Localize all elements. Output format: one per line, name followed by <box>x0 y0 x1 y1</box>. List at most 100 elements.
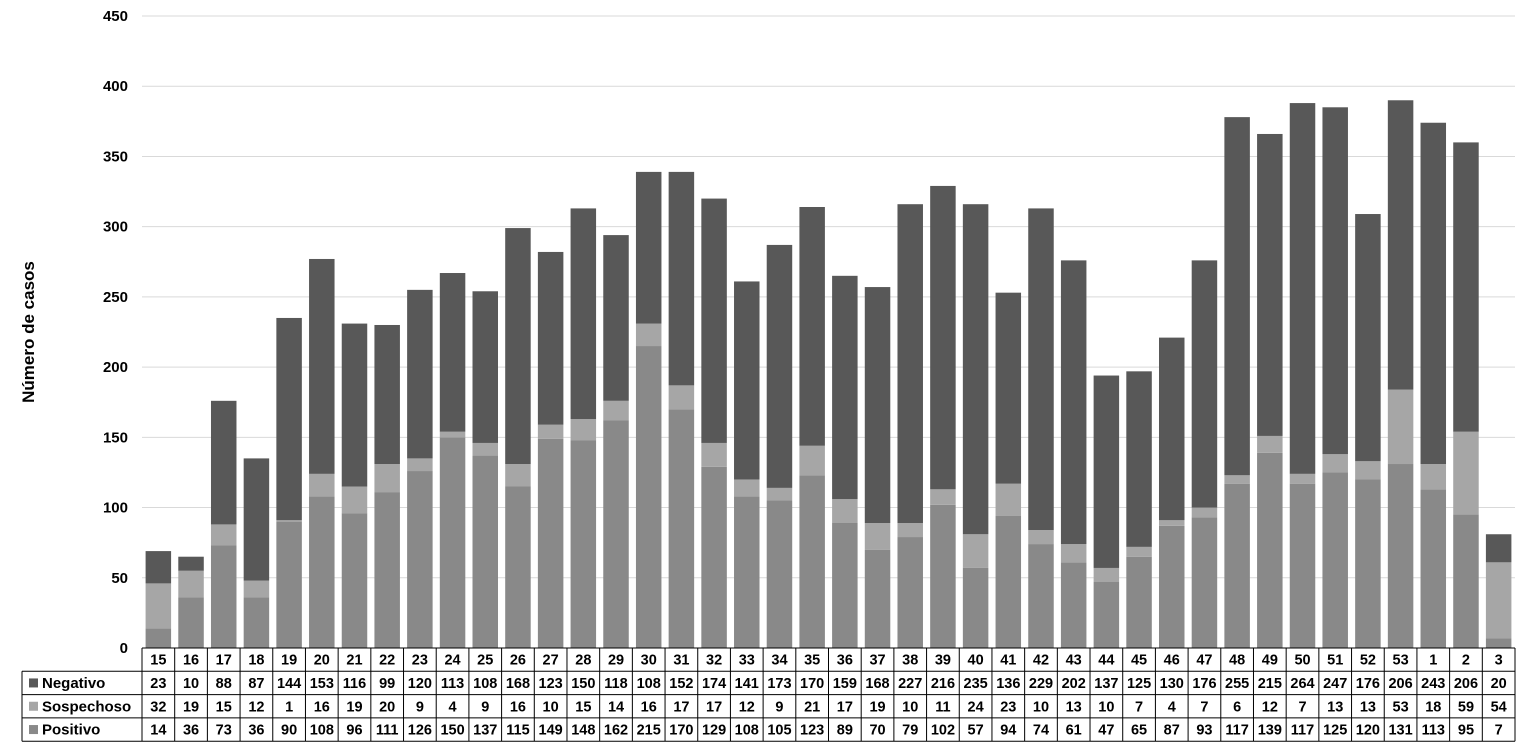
category-label: 38 <box>902 653 918 669</box>
data-cell-sospechoso: 15 <box>216 699 232 715</box>
data-cell-negativo: 176 <box>1356 676 1380 692</box>
bar-segment-positivo <box>701 466 727 648</box>
data-cell-negativo: 141 <box>735 676 759 692</box>
data-cell-negativo: 137 <box>1094 676 1118 692</box>
bar-segment-sospechoso <box>472 442 498 456</box>
data-cell-sospechoso: 59 <box>1458 699 1474 715</box>
data-cell-sospechoso: 4 <box>449 699 457 715</box>
category-label: 21 <box>346 653 362 669</box>
data-cell-positivo: 70 <box>869 723 885 739</box>
data-cell-negativo: 235 <box>964 676 988 692</box>
bar-segment-negativo <box>1322 107 1348 455</box>
bar-segment-sospechoso <box>1224 475 1250 484</box>
category-label: 18 <box>248 653 264 669</box>
data-cell-positivo: 89 <box>837 723 853 739</box>
data-cell-sospechoso: 9 <box>481 699 489 715</box>
bar-segment-positivo <box>832 523 858 648</box>
bar-segment-positivo <box>962 567 989 648</box>
bar-segment-positivo <box>472 455 498 648</box>
bar-segment-positivo <box>210 545 237 648</box>
category-label: 52 <box>1360 653 1376 669</box>
data-cell-positivo: 139 <box>1258 723 1282 739</box>
bar-segment-positivo <box>439 437 466 648</box>
data-cell-positivo: 87 <box>1164 723 1180 739</box>
data-cell-sospechoso: 21 <box>804 699 820 715</box>
category-label: 15 <box>150 653 166 669</box>
bar-segment-positivo <box>766 500 793 648</box>
data-cell-sospechoso: 13 <box>1327 699 1343 715</box>
bar-segment-sospechoso <box>668 385 695 410</box>
data-cell-sospechoso: 4 <box>1168 699 1176 715</box>
data-cell-sospechoso: 9 <box>775 699 783 715</box>
bar-segment-positivo <box>1453 514 1479 648</box>
y-tick-label: 150 <box>103 429 128 446</box>
category-label: 31 <box>673 653 689 669</box>
bar-segment-sospechoso <box>864 523 891 550</box>
y-axis-ticks: 0 50 100 150 200 250 300 350 400 450 <box>103 8 128 657</box>
bar-segment-sospechoso <box>1093 567 1120 582</box>
category-label: 24 <box>444 653 460 669</box>
data-cell-sospechoso: 6 <box>1233 699 1241 715</box>
data-cell-positivo: 108 <box>310 723 334 739</box>
data-cell-negativo: 243 <box>1421 676 1445 692</box>
y-axis-title: Número de casos <box>19 261 38 403</box>
data-cell-sospechoso: 17 <box>673 699 689 715</box>
bar-segment-negativo <box>472 291 498 443</box>
data-cell-positivo: 79 <box>902 723 918 739</box>
bar-segment-sospechoso <box>995 483 1022 516</box>
bar-segment-sospechoso <box>1028 530 1054 545</box>
y-tick-label: 50 <box>111 570 128 587</box>
bar-segment-negativo <box>1126 371 1152 547</box>
y-tick-label: 250 <box>103 289 128 306</box>
bar-segment-negativo <box>1224 117 1250 476</box>
bar-segment-negativo <box>668 171 695 386</box>
bar-segment-sospechoso <box>897 523 923 538</box>
data-cell-sospechoso: 1 <box>285 699 293 715</box>
data-cell-sospechoso: 9 <box>416 699 424 715</box>
bar-segment-negativo <box>1191 260 1218 508</box>
data-cell-positivo: 65 <box>1131 723 1147 739</box>
data-cell-positivo: 117 <box>1291 723 1314 739</box>
data-cell-negativo: 118 <box>604 676 627 692</box>
bar-segment-negativo <box>701 198 727 443</box>
data-cell-positivo: 93 <box>1196 723 1212 739</box>
bar-segment-negativo <box>1060 260 1087 545</box>
data-cell-negativo: 227 <box>898 676 922 692</box>
data-table: 15 16 17 18 19 20 21 22 23 24 25 26 27 28 29 30 31 32 33 34… <box>21 647 1516 742</box>
bar-segment-sospechoso <box>1420 464 1447 490</box>
bar-segment-sospechoso <box>505 464 531 487</box>
category-label: 42 <box>1033 653 1049 669</box>
data-cell-positivo: 126 <box>408 723 432 739</box>
category-label: 53 <box>1393 653 1409 669</box>
data-cell-negativo: 215 <box>1258 676 1282 692</box>
legend-key-sospechoso <box>29 701 38 711</box>
data-cell-sospechoso: 53 <box>1393 699 1409 715</box>
data-cell-negativo: 20 <box>1491 676 1507 692</box>
bar-segment-sospechoso <box>1289 473 1316 484</box>
bar-segment-positivo <box>309 496 335 648</box>
bar-segment-sospechoso <box>635 323 662 347</box>
bar-segment-negativo <box>1093 375 1120 568</box>
legend-key-positivo <box>29 725 38 735</box>
bar-segment-positivo <box>1191 517 1218 648</box>
category-label: 26 <box>510 653 526 669</box>
data-cell-sospechoso: 16 <box>510 699 526 715</box>
bar-segment-positivo <box>243 597 270 648</box>
y-tick-label: 450 <box>103 8 128 25</box>
bar-segment-negativo <box>374 324 400 465</box>
bar-segment-positivo <box>1355 479 1381 648</box>
bar-segment-sospechoso <box>1355 461 1381 480</box>
bar-segment-sospechoso <box>178 570 204 598</box>
category-label: 32 <box>706 653 722 669</box>
bar-segment-positivo <box>734 496 760 648</box>
bar-segment-sospechoso <box>537 424 564 439</box>
data-cell-positivo: 102 <box>931 723 955 739</box>
data-cell-negativo: 168 <box>865 676 889 692</box>
data-cell-sospechoso: 10 <box>1098 699 1114 715</box>
data-cell-sospechoso: 24 <box>968 699 984 715</box>
category-label: 19 <box>281 653 297 669</box>
category-label: 48 <box>1229 653 1245 669</box>
bar-segment-positivo <box>1289 483 1316 648</box>
bar-segment-sospechoso <box>1453 431 1479 515</box>
data-cell-negativo: 136 <box>996 676 1020 692</box>
